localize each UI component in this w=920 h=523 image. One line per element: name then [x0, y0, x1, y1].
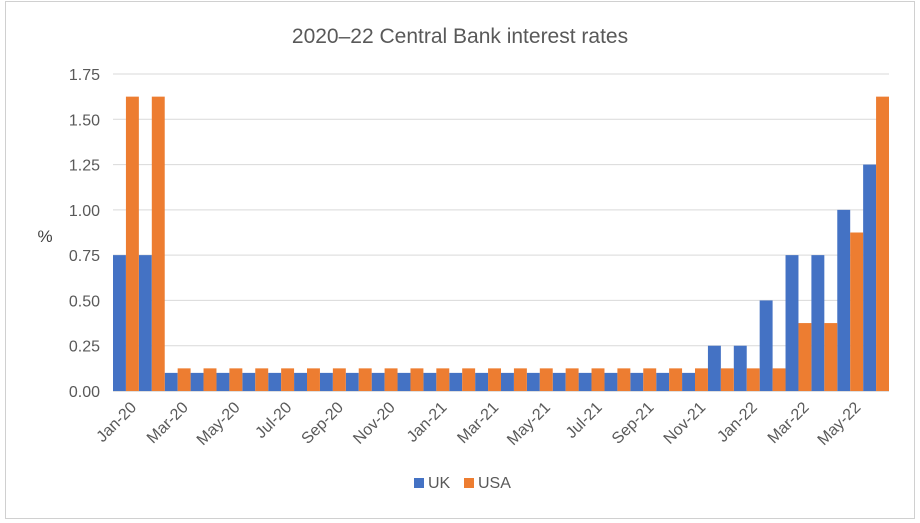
- bar-uk-jan-21: [423, 372, 437, 391]
- bar-uk-nov-21: [682, 372, 695, 391]
- y-tick-label: 0.50: [69, 293, 100, 310]
- bar-uk-oct-20: [345, 372, 359, 391]
- x-tick-label: Nov-21: [661, 399, 710, 448]
- x-tick-label: Jul-20: [252, 399, 295, 442]
- bar-usa-apr-21: [513, 368, 527, 391]
- chart-title: 2020–22 Central Bank interest rates: [292, 25, 628, 48]
- bar-usa-feb-20: [151, 96, 165, 392]
- x-tick-label: Mar-22: [765, 399, 813, 447]
- legend: UK USA: [414, 475, 511, 492]
- bar-usa-jan-22: [746, 368, 760, 391]
- y-tick-label: 0.25: [69, 339, 100, 356]
- bar-usa-jun-20: [255, 368, 269, 391]
- bar-usa-mar-21: [488, 368, 501, 391]
- bar-usa-jan-21: [436, 368, 450, 391]
- bars: [113, 96, 889, 392]
- bar-usa-may-22: [850, 232, 864, 391]
- bar-uk-aug-20: [294, 372, 307, 391]
- bar-usa-may-21: [539, 368, 553, 391]
- x-tick-label: Jul-21: [563, 399, 606, 442]
- bar-usa-nov-21: [695, 368, 708, 391]
- bar-usa-apr-22: [824, 323, 838, 391]
- bar-usa-aug-21: [617, 368, 631, 391]
- bar-usa-nov-20: [384, 368, 398, 391]
- bar-uk-jun-20: [242, 372, 256, 391]
- bar-usa-feb-22: [772, 368, 786, 391]
- y-tick-label: 0.00: [69, 384, 100, 401]
- y-tick-label: 0.75: [69, 248, 100, 265]
- x-tick-label: May-22: [815, 399, 865, 449]
- bar-usa-mar-22: [798, 323, 812, 391]
- bar-usa-oct-20: [358, 368, 372, 391]
- y-tick-label: 1.25: [69, 158, 100, 175]
- bar-usa-may-20: [229, 368, 243, 391]
- bar-uk-mar-20: [164, 372, 178, 391]
- bar-usa-jun-21: [565, 368, 579, 391]
- bar-uk-apr-20: [190, 372, 204, 391]
- bar-uk-jan-20: [113, 255, 126, 391]
- x-tick-labels: Jan-20 Mar-20 May-20 Jul-20 Sep-20 Nov-20 Jan-…: [94, 399, 865, 449]
- x-tick-label: May-20: [194, 399, 244, 449]
- x-tick-label: Sep-20: [299, 399, 348, 448]
- bar-uk-jul-20: [268, 372, 282, 391]
- bar-usa-sep-20: [332, 368, 346, 391]
- legend-swatch-uk: [414, 478, 424, 488]
- legend-swatch-usa: [464, 478, 474, 488]
- bar-usa-feb-21: [462, 368, 476, 391]
- bar-usa-jul-20: [281, 368, 295, 391]
- bar-uk-aug-21: [604, 372, 618, 391]
- bar-usa-dec-20: [410, 368, 424, 391]
- legend-label-usa: USA: [478, 475, 511, 492]
- x-tick-label: Mar-20: [144, 399, 192, 447]
- x-tick-label: Jan-20: [94, 399, 141, 446]
- bar-uk-feb-20: [138, 255, 152, 391]
- legend-label-uk: UK: [428, 475, 451, 492]
- bar-uk-dec-21: [707, 345, 721, 391]
- x-tick-label: Sep-21: [609, 399, 658, 448]
- bar-uk-may-22: [837, 209, 851, 391]
- bar-uk-jun-21: [552, 372, 566, 391]
- bar-usa-jun-22: [876, 96, 889, 392]
- bar-usa-apr-20: [203, 368, 217, 391]
- y-axis-label: %: [37, 227, 52, 246]
- bar-uk-jan-22: [733, 345, 747, 391]
- bar-usa-jan-20: [125, 96, 139, 392]
- y-tick-label: 1.00: [69, 203, 100, 220]
- bar-usa-oct-21: [669, 368, 683, 391]
- bar-uk-jun-22: [863, 164, 877, 391]
- bar-usa-dec-21: [720, 368, 734, 391]
- bar-usa-mar-20: [177, 368, 191, 391]
- bar-uk-may-21: [526, 372, 540, 391]
- y-tick-label: 1.75: [69, 67, 100, 84]
- bar-uk-apr-22: [811, 255, 825, 391]
- bar-uk-mar-21: [475, 372, 489, 391]
- bar-uk-dec-20: [397, 372, 411, 391]
- bar-uk-jul-21: [578, 372, 592, 391]
- bar-usa-jul-21: [591, 368, 605, 391]
- x-tick-label: Nov-20: [350, 399, 399, 448]
- bar-uk-nov-20: [371, 372, 385, 391]
- y-tick-label: 1.50: [69, 112, 100, 129]
- bar-uk-feb-22: [759, 300, 773, 391]
- bar-usa-aug-20: [307, 368, 320, 391]
- bar-uk-apr-21: [501, 372, 514, 391]
- bar-uk-oct-21: [656, 372, 670, 391]
- bar-uk-mar-22: [785, 255, 799, 391]
- bar-usa-sep-21: [643, 368, 657, 391]
- x-tick-label: Jan-21: [404, 399, 451, 446]
- bar-uk-sep-21: [630, 372, 644, 391]
- x-tick-label: Mar-21: [454, 399, 502, 447]
- bar-uk-may-20: [216, 372, 230, 391]
- x-tick-label: Jan-22: [714, 399, 761, 446]
- bar-uk-sep-20: [319, 372, 333, 391]
- bar-uk-feb-21: [449, 372, 463, 391]
- x-tick-label: May-21: [504, 399, 554, 449]
- y-tick-labels: 0.00 0.25 0.50 0.75 1.00 1.25 1.50 1.75: [69, 67, 100, 401]
